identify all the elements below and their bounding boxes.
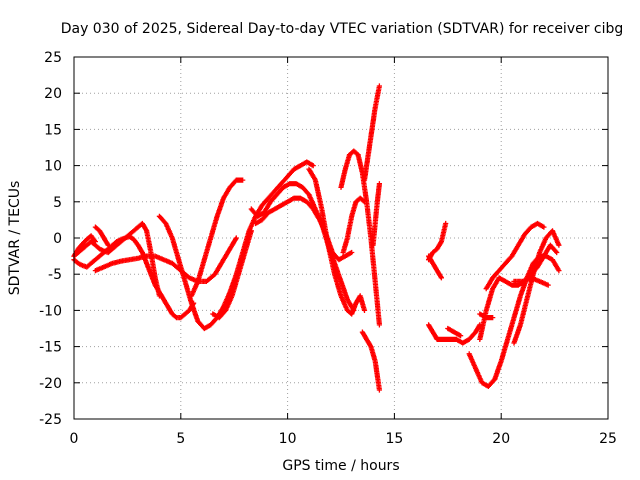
series-arc-15 xyxy=(359,329,382,393)
series-markers xyxy=(511,275,551,288)
series-markers xyxy=(361,83,382,183)
y-tick-label: 25 xyxy=(44,50,62,66)
series-arc-5 xyxy=(92,224,111,248)
y-tick-label: -25 xyxy=(39,412,62,428)
series-arc-14 xyxy=(361,83,382,183)
series-markers xyxy=(445,325,464,339)
series-arc-19 xyxy=(426,322,483,346)
x-tick-label: 15 xyxy=(385,431,403,447)
y-tick-label: 20 xyxy=(44,86,62,102)
series-arc-18 xyxy=(426,253,444,281)
series-markers xyxy=(188,177,246,299)
series-markers xyxy=(511,228,562,346)
chart-title: Day 030 of 2025, Sidereal Day-to-day VTE… xyxy=(61,21,624,37)
series-arc-23 xyxy=(511,228,562,346)
x-tick-label: 0 xyxy=(70,431,79,447)
x-tick-label: 25 xyxy=(599,431,617,447)
series-arc-8 xyxy=(210,228,254,321)
series-markers xyxy=(477,311,496,321)
y-tick-label: -20 xyxy=(39,376,62,392)
series-markers xyxy=(340,195,368,256)
series-markers xyxy=(92,224,111,248)
series-arc-16 xyxy=(370,181,382,248)
series-arc-7 xyxy=(188,177,246,299)
x-tick-label: 5 xyxy=(176,431,185,447)
x-axis-label: GPS time / hours xyxy=(282,458,399,474)
series-markers xyxy=(426,322,483,346)
y-tick-label: 10 xyxy=(44,159,62,175)
series-arc-13 xyxy=(340,195,368,256)
data-series xyxy=(71,83,562,393)
series-markers xyxy=(359,329,382,393)
series-markers xyxy=(306,166,368,317)
series-markers xyxy=(370,181,382,248)
series-arc-1 xyxy=(71,234,197,321)
y-tick-label: -5 xyxy=(48,267,62,283)
y-tick-label: -15 xyxy=(39,340,62,356)
series-arc-26 xyxy=(477,311,496,321)
series-arc-11 xyxy=(306,166,368,317)
y-axis-label: SDTVAR / TECUs xyxy=(7,181,23,296)
y-tick-label: 5 xyxy=(53,195,62,211)
series-arc-25 xyxy=(511,275,551,288)
x-tick-label: 10 xyxy=(279,431,297,447)
series-markers xyxy=(71,234,197,321)
series-markers xyxy=(483,220,547,292)
x-tick-label: 20 xyxy=(492,431,510,447)
axis-ticks: 0 5 10 15 20 25 -25 -20 -15 -10 -5 0 5 10 15 20 25 xyxy=(39,50,617,447)
grid xyxy=(74,57,608,419)
series-markers xyxy=(210,228,254,321)
series-markers xyxy=(426,253,444,281)
y-tick-label: -10 xyxy=(39,303,62,319)
series-arc-24 xyxy=(483,220,547,292)
y-tick-label: 0 xyxy=(53,231,62,247)
series-arc-20 xyxy=(445,325,464,339)
y-tick-label: 15 xyxy=(44,122,62,138)
